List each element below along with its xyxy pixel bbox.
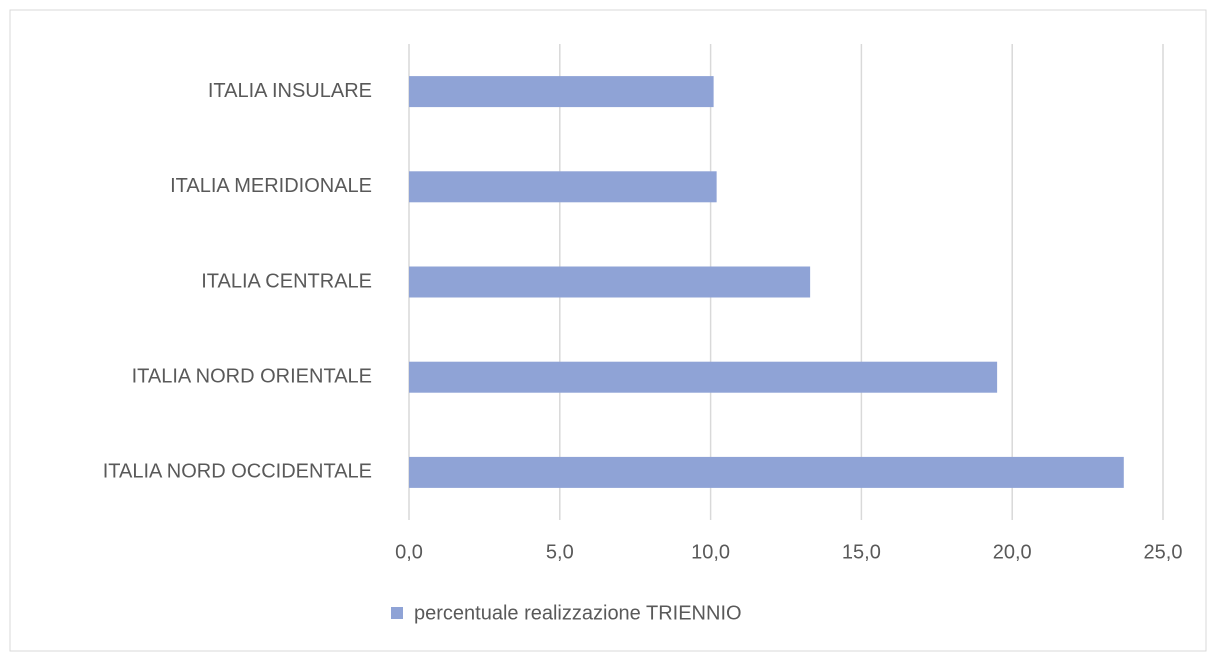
- x-tick-label: 25,0: [1144, 541, 1183, 563]
- y-tick-label: ITALIA NORD OCCIDENTALE: [103, 461, 372, 483]
- x-tick-label: 20,0: [993, 541, 1032, 563]
- bar: [409, 171, 717, 203]
- legend-swatch: [391, 607, 403, 619]
- bar: [409, 76, 714, 108]
- y-tick-label: ITALIA MERIDIONALE: [170, 175, 372, 197]
- legend-label: percentuale realizzazione TRIENNIO: [414, 602, 742, 624]
- bar: [409, 361, 998, 393]
- x-tick-label: 15,0: [842, 541, 881, 563]
- y-tick-label: ITALIA INSULARE: [208, 80, 372, 102]
- bar: [409, 456, 1124, 488]
- y-tick-label: ITALIA NORD ORIENTALE: [132, 365, 372, 387]
- x-tick-label: 0,0: [395, 541, 423, 563]
- x-tick-label: 10,0: [691, 541, 730, 563]
- y-tick-label: ITALIA CENTRALE: [201, 270, 372, 292]
- bar: [409, 266, 811, 298]
- chart-border: [9, 9, 1207, 652]
- x-tick-label: 5,0: [546, 541, 574, 563]
